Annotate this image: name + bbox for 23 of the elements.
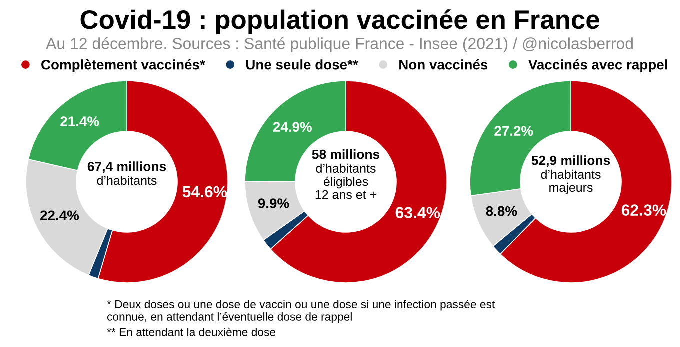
text: 58 millions (312, 150, 380, 160)
data-label: 62.3% (622, 204, 666, 216)
text: 52,9 millions (532, 156, 610, 168)
legend-label: Vaccinés avec rappel (528, 59, 668, 73)
text: Au 12 décembre. Sources : Santé publique France - Insee (2021) / @nicolasberrod (46, 37, 633, 53)
data-label: 54.6% (182, 186, 228, 198)
text: * Deux doses ou une dose de vaccin ou une dose si une infection passée est connue, en attendant l’éventuelle dose de rappel (107, 300, 496, 324)
data-label: 9.9% (258, 198, 290, 208)
data-label: 63.4% (396, 207, 440, 218)
text: d’habitants majeurs (541, 170, 601, 195)
text: 67,4 millions (88, 162, 166, 174)
text: d’habitants éligibles 12 ans et + (316, 164, 376, 200)
text: ** En attendant la deuxième dose (107, 328, 276, 336)
data-label: 21.4% (60, 116, 100, 126)
data-label: 22.4% (40, 210, 80, 221)
data-label: 24.9% (273, 122, 312, 132)
legend-label: Non vaccinés (400, 59, 488, 70)
data-label: 27.2% (494, 126, 534, 136)
data-label: 8.8% (486, 206, 518, 216)
legend-label: Complètement vaccinés* (42, 59, 206, 73)
text: Covid-19 : population vaccinée en France (80, 10, 600, 34)
text: d’habitants (97, 176, 157, 186)
legend-label: Une seule dose** (246, 60, 358, 70)
